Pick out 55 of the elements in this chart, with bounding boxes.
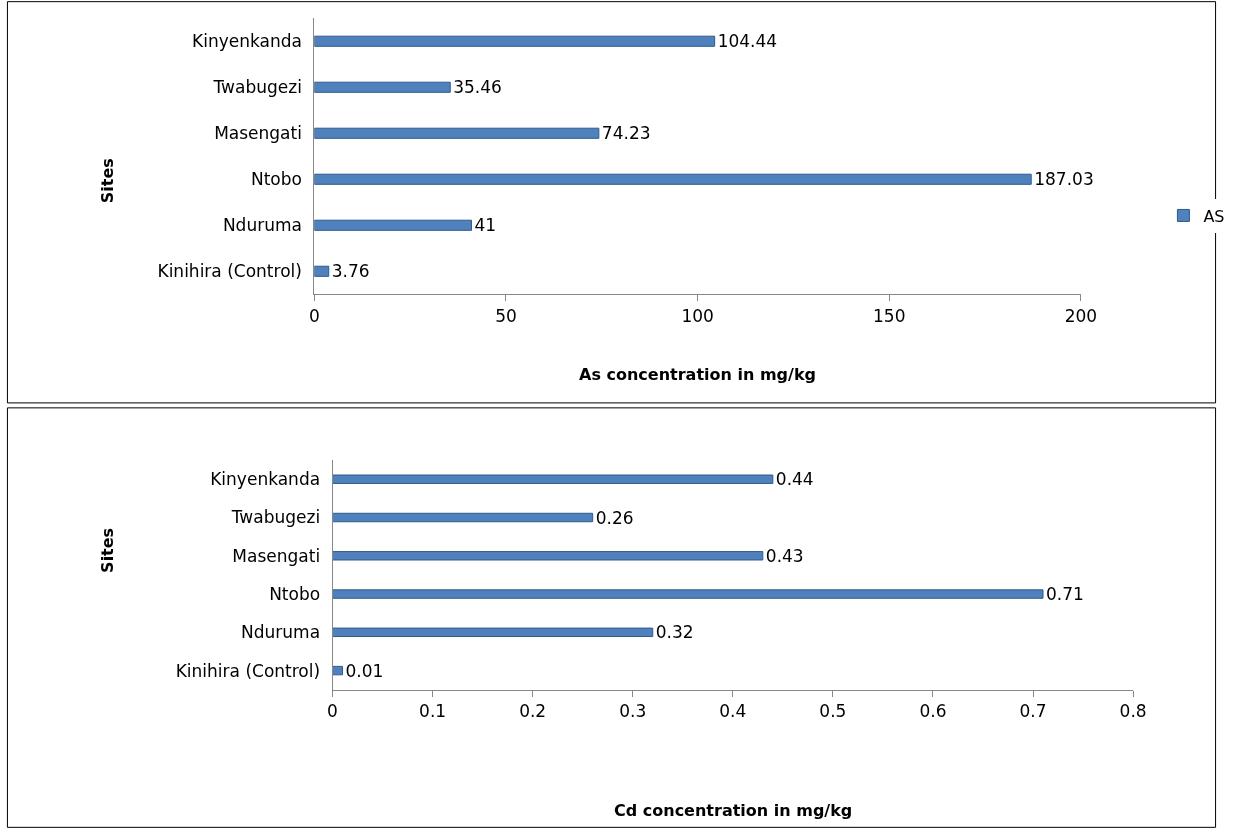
x-axis-title: As concentration in mg/kg — [579, 365, 816, 384]
y-tick-label: Twabugezi — [212, 77, 302, 98]
x-axis-title: Cd concentration in mg/kg — [614, 801, 853, 820]
x-tick-label: 0.7 — [1019, 701, 1047, 722]
y-tick-label: Ntobo — [269, 583, 321, 604]
y-tick-label: Kinyenkanda — [210, 469, 321, 490]
data-label: 0.01 — [345, 660, 384, 681]
bar — [332, 589, 1044, 599]
data-label: 0.44 — [775, 469, 814, 490]
y-axis-title: Sites — [98, 527, 118, 573]
data-label: 0.32 — [655, 622, 694, 643]
data-label: 104.44 — [717, 31, 778, 52]
y-tick-label: Twabugezi — [230, 507, 321, 528]
legend-label: AS — [1203, 206, 1225, 226]
bar — [332, 627, 654, 638]
bar — [332, 474, 774, 484]
bar — [314, 81, 451, 93]
x-tick-label: 200 — [1064, 305, 1098, 326]
y-tick-label: Nduruma — [241, 622, 321, 643]
data-label: 41 — [474, 215, 497, 236]
x-tick-label: 0 — [308, 305, 320, 326]
data-label: 0.43 — [765, 545, 804, 566]
x-tick-label: 150 — [873, 305, 906, 326]
x-tick-label: 0.5 — [819, 701, 847, 722]
y-tick-label: Kinihira (Control) — [157, 261, 302, 282]
y-tick-label: Masengati — [214, 123, 302, 144]
data-label: 35.46 — [453, 77, 502, 98]
bar — [332, 551, 764, 561]
bar — [332, 665, 344, 676]
y-tick-label: Masengati — [232, 545, 321, 566]
bar — [314, 265, 330, 277]
x-tick-label: 0.2 — [519, 701, 547, 722]
y-tick-label: Kinyenkanda — [192, 31, 302, 52]
y-tick-label: Nduruma — [222, 215, 302, 236]
data-label: 187.03 — [1034, 169, 1094, 190]
x-tick-label: 50 — [495, 305, 517, 326]
x-tick-label: 0 — [327, 701, 338, 722]
bar — [314, 35, 716, 47]
bar — [314, 219, 472, 231]
data-label: 0.71 — [1046, 584, 1084, 605]
x-tick-label: 0.4 — [719, 701, 747, 722]
bar — [314, 127, 600, 139]
x-tick-label: 100 — [681, 305, 714, 326]
x-tick-label: 0.1 — [419, 701, 447, 722]
y-axis-title: Sites — [97, 158, 117, 204]
data-label: 0.26 — [595, 507, 634, 528]
x-tick-label: 0.6 — [919, 701, 947, 722]
y-tick-label: Ntobo — [250, 169, 302, 190]
x-tick-label: 0.3 — [619, 701, 647, 722]
data-label: 3.76 — [331, 261, 370, 282]
x-tick-label: 0.8 — [1119, 701, 1147, 722]
bar — [314, 173, 1032, 185]
bar — [332, 512, 594, 523]
y-tick-label: Kinihira (Control) — [175, 660, 321, 681]
data-label: 74.23 — [601, 123, 651, 144]
